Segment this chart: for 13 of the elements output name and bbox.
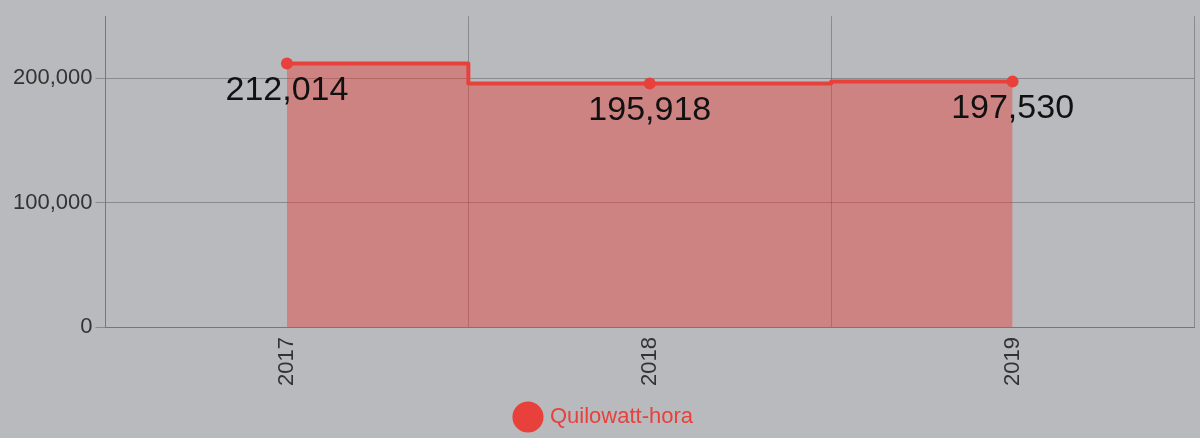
data-label: 197,530 [951,86,1075,125]
y-tick-label: 200,000 [12,64,93,90]
point [280,57,293,70]
y-tick-label: 100,000 [12,188,93,214]
point [643,77,656,90]
point [1006,75,1019,88]
x-tick-label: 2017 [273,337,298,387]
data-label: 212,014 [225,68,349,107]
x-tick-label: 2018 [635,337,661,387]
data-label: 195,918 [588,88,712,127]
legend-label: Quilowatt-hora [549,403,694,429]
x-tick-label: 2019 [998,337,1024,387]
y-tick-label: 0 [80,313,93,339]
